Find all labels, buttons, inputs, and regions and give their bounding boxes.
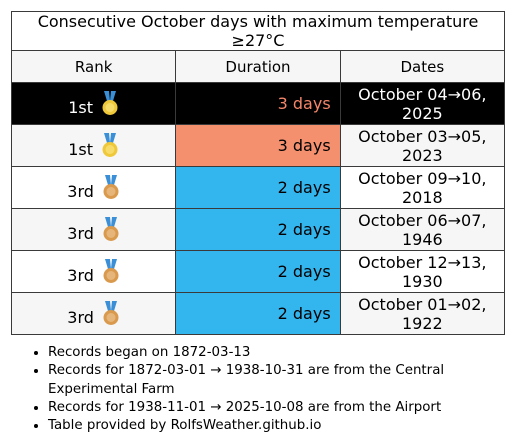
rank-label: 3rd <box>67 266 94 285</box>
bronze-medal-icon <box>103 300 119 325</box>
rank-cell: 3rd <box>10 208 177 251</box>
rank-cell: 3rd <box>10 166 177 209</box>
bronze-medal-icon <box>103 216 119 241</box>
rank-label: 3rd <box>67 182 94 201</box>
duration-cell: 2 days <box>175 208 341 251</box>
table-row: 3rd 2 days October 12→13, 1930 <box>10 250 506 293</box>
duration-cell: 2 days <box>175 166 341 209</box>
dates-cell: October 01→02, 1922 <box>339 292 506 335</box>
records-table: Consecutive October days with maximum te… <box>10 11 506 335</box>
table-row: 3rd 2 days October 06→07, 1946 <box>10 208 506 251</box>
gold-medal-icon <box>102 90 118 115</box>
rank-label: 1st <box>68 140 94 159</box>
note-item: Records began on 1872-03-13 <box>48 344 508 362</box>
duration-cell: 3 days <box>175 82 341 125</box>
header-rank: Rank <box>10 50 177 83</box>
dates-cell: October 04→06, 2025 <box>339 82 506 125</box>
header-duration: Duration <box>175 50 341 83</box>
dates-cell: October 09→10, 2018 <box>339 166 506 209</box>
table-row: 3rd 2 days October 01→02, 1922 <box>10 292 506 335</box>
notes-list: Records began on 1872-03-13 Records for … <box>20 344 508 435</box>
note-item: Table provided by RolfsWeather.github.io <box>48 417 508 435</box>
duration-cell: 3 days <box>175 124 341 167</box>
rank-label: 3rd <box>67 308 94 327</box>
bronze-medal-icon <box>103 258 119 283</box>
table-row: 1st 3 days October 03→05, 2023 <box>10 124 506 167</box>
rank-cell: 3rd <box>10 292 177 335</box>
dates-cell: October 06→07, 1946 <box>339 208 506 251</box>
rank-label: 1st <box>68 98 94 117</box>
rank-cell: 3rd <box>10 250 177 293</box>
rank-label: 3rd <box>67 224 94 243</box>
duration-cell: 2 days <box>175 292 341 335</box>
gold-medal-icon <box>102 132 118 157</box>
title-row: Consecutive October days with maximum te… <box>11 11 505 51</box>
header-dates: Dates <box>339 50 506 83</box>
rank-cell: 1st <box>10 124 177 167</box>
table-row: 1st 3 days October 04→06, 2025 <box>10 82 506 125</box>
header-row: Rank Duration Dates <box>10 50 506 83</box>
rank-cell: 1st <box>10 82 177 125</box>
note-item: Records for 1872-03-01 → 1938-10-31 are … <box>48 362 508 399</box>
note-item: Records for 1938-11-01 → 2025-10-08 are … <box>48 399 508 417</box>
dates-cell: October 03→05, 2023 <box>339 124 506 167</box>
table-row: 3rd 2 days October 09→10, 2018 <box>10 166 506 209</box>
bronze-medal-icon <box>103 174 119 199</box>
dates-cell: October 12→13, 1930 <box>339 250 506 293</box>
duration-cell: 2 days <box>175 250 341 293</box>
table-title: Consecutive October days with maximum te… <box>11 11 505 51</box>
